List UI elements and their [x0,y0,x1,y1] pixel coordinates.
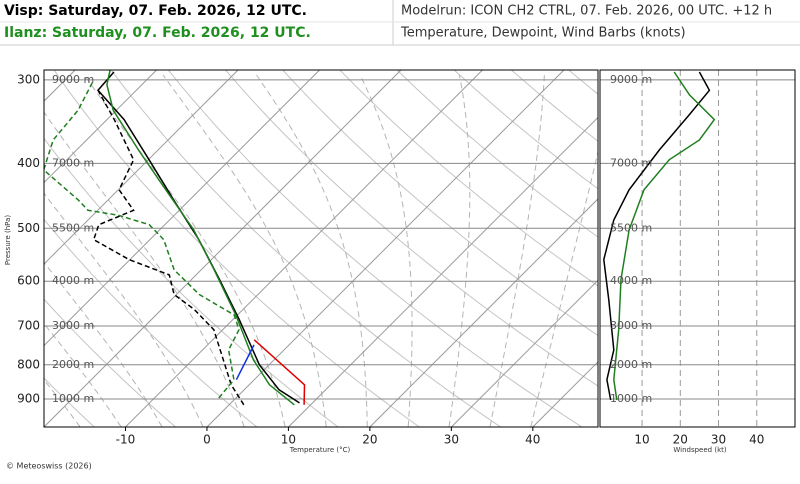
y-tick-label: 600 [17,274,40,288]
moist-adiabat [44,322,122,427]
x-tick-label: 10 [281,433,296,447]
x-tick-label: 10 [634,433,649,447]
plot-frame [43,69,599,428]
x-tick-label: 20 [673,433,688,447]
height-label: 3000 m [52,319,94,332]
plot-frame [599,69,796,428]
height-label: 4000 m [610,274,652,287]
y-tick-label: 400 [17,156,40,170]
moist-adiabat [44,192,204,427]
height-label: 7000 m [52,156,94,169]
moist-adiabat [84,74,286,427]
x-tick-label: 40 [749,433,764,447]
height-label: 5500 m [610,221,652,234]
x-tick-label: 30 [444,433,459,447]
isotherm [44,70,402,427]
moist-adiabat [44,261,163,427]
y-tick-label: 900 [17,392,40,406]
x-tick-label: 30 [711,433,726,447]
height-label: 3000 m [610,319,652,332]
x-axis-label: Windspeed (kt) [673,446,726,454]
height-label: 1000 m [52,392,94,405]
station-title: Ilanz: Saturday, 07. Feb. 2026, 12 UTC. [4,25,311,41]
dry-adiabat [339,70,598,287]
profile-line [44,79,240,399]
isotherm [44,70,320,347]
height-label: 1000 m [610,392,652,405]
profile-line [253,339,306,405]
x-tick-label: 0 [203,433,211,447]
moist-adiabat [44,379,81,427]
windspeed-line [603,71,711,401]
y-tick-label: 700 [17,319,40,333]
dry-adiabat [110,70,501,427]
x-tick-label: 40 [525,433,540,447]
y-tick-label: 500 [17,221,40,235]
y-axis-label: Pressure (hPa) [4,215,12,265]
dry-adiabat [167,70,583,427]
isotherm [44,70,157,184]
dry-adiabat [396,70,598,238]
dry-adiabat [44,218,258,427]
height-label: 5500 m [52,221,94,234]
x-tick-label: 20 [362,433,377,447]
moist-adiabat [359,74,413,427]
wind-plot [600,70,795,427]
isotherm [206,70,565,427]
height-label: 9000 m [52,73,94,86]
copyright: © Meteoswiss (2026) [6,462,92,471]
profile-line [92,89,245,406]
skewt-plot [44,70,598,427]
windspeed-line [613,71,716,401]
isotherm [125,70,483,427]
dry-adiabat [44,298,176,427]
x-axis-label: Temperature (°C) [289,446,351,454]
isotherm [532,361,598,427]
y-tick-label: 300 [17,72,40,86]
dry-adiabat [453,70,598,190]
model-run: Modelrun: ICON CH2 CTRL, 07. Feb. 2026, … [401,4,772,19]
dry-adiabat [282,70,598,337]
profile-line [106,70,295,406]
moist-adiabat [530,149,598,427]
height-label: 7000 m [610,156,652,169]
moist-adiabat [162,74,327,427]
moist-adiabat [256,74,368,427]
height-label: 2000 m [610,358,652,371]
isotherm [450,279,598,427]
height-label: 9000 m [610,73,652,86]
height-label: 2000 m [52,358,94,371]
dry-adiabat [511,70,598,142]
station-title: Visp: Saturday, 07. Feb. 2026, 12 UTC. [4,3,307,19]
isotherm [369,198,598,427]
dry-adiabat [53,70,420,427]
profile-line [235,344,255,381]
x-tick-label: -10 [116,433,136,447]
height-label: 4000 m [52,274,94,287]
isotherm [44,70,239,265]
y-tick-label: 800 [17,357,40,371]
dry-adiabat [44,137,339,427]
content-description: Temperature, Dewpoint, Wind Barbs (knots… [400,26,686,41]
isotherm [288,116,598,427]
dry-adiabat [225,70,598,387]
